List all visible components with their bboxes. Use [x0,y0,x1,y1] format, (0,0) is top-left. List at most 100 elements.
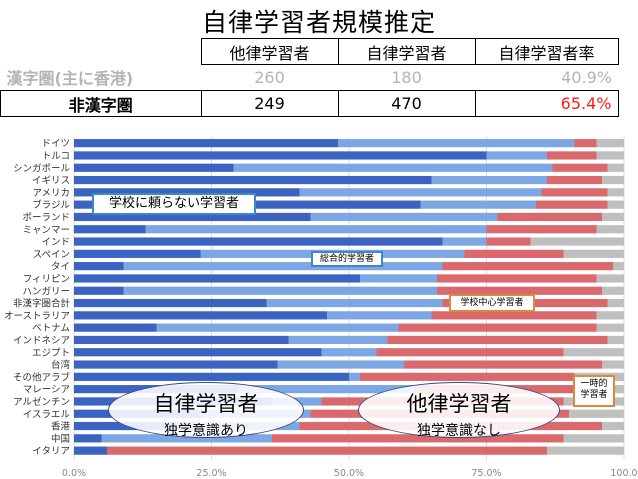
bar-segment [536,200,608,209]
bar-segment [360,372,575,381]
bar-segment [607,385,624,394]
bar-segment [437,286,602,295]
cell-autonomous: 180 [391,68,422,87]
cell-heteronomous: 249 [200,90,339,117]
bar-segment [74,348,322,357]
category-label: 中国 [51,433,70,445]
x-tick-label: 50.0% [334,468,364,479]
bar-segment [74,446,107,455]
bar-segment [486,151,547,160]
annotation-comprehensive: 総合的学習者 [311,251,383,267]
summary-row-kanji: 漢字圏(主に香港) 260 180 40.9% [1,65,619,91]
bar-segment [596,323,624,332]
category-label: アメリカ [32,188,70,199]
category-label: インドネシア [13,335,70,346]
bar-segment [299,188,542,197]
bar-segment [74,311,327,320]
bar-segment [596,151,624,160]
bar-segment [74,323,157,332]
bar-segment [530,237,624,246]
bar-segment [442,262,613,271]
category-label: ベトナム [32,323,70,334]
annotation-temporary: 一時的 学習者 [573,375,615,407]
bar-segment [596,225,624,234]
category-label: オーストラリア [4,311,70,322]
bar-segment [437,274,597,283]
bar-segment [464,249,564,258]
bar-segment [74,360,278,369]
bar-segment [74,188,300,197]
bar-segment [596,274,624,283]
category-label: ハンガリー [22,286,70,297]
bar-segment [602,421,624,431]
category-label: ドイツ [41,139,70,150]
category-label: 非漢字圏合計 [13,298,71,310]
category-label: アルゼンチン [13,396,70,408]
bar-segment [486,225,597,234]
category-label: トルコ [42,151,70,162]
bar-segment [547,151,597,160]
bar-segment [404,360,602,369]
bar-segment [321,348,377,357]
category-label: 香港 [51,421,71,433]
bar-segment [74,212,311,222]
category-label: イスラエル [23,409,71,420]
bar-segment [74,262,124,271]
bar-segment [266,298,443,308]
bar-segment [156,323,399,332]
bar-segment [602,286,624,295]
bar-segment [74,237,443,246]
summary-row-non-kanji: 非漢字圏 249 470 65.4% [0,90,619,117]
bar-segment [74,139,338,148]
annotation-no-school: 学校に頼らない学習者 [92,193,256,215]
bar-segment [272,434,564,443]
category-label: ポーランド [22,212,70,223]
bar-segment [74,274,360,283]
bar-segment [277,360,404,369]
bar-segment [547,446,624,455]
row-label: 漢字圏(主に香港) [6,69,134,89]
bar-segment [107,446,547,455]
heteronomous-subtitle: 独学意識なし [417,423,501,439]
cell-autonomous: 470 [337,90,476,117]
category-label: ブラジル [32,199,70,211]
category-label: ミャンマー [22,225,70,236]
bar-segment [607,335,624,345]
bar-segment [497,212,602,222]
bar-segment [74,298,267,308]
bar-segment [602,175,624,185]
bar-segment [541,188,608,197]
cell-rate: 65.4% [474,90,619,117]
autonomous-subtitle: 独学意識あり [164,423,248,439]
bar-segment [74,434,102,443]
category-label: その他アラブ [13,371,71,383]
category-label: イギリス [32,176,70,187]
bar-segment [420,200,536,209]
bar-segment [596,311,624,320]
bar-segment [74,335,289,345]
bar-segment [376,348,564,357]
heteronomous-ellipse: 他律学習者 独学意識なし [358,382,560,439]
annotation-school-centered: 学校中心学習者 [449,294,535,312]
bar-segment [74,175,432,185]
header-heteronomous: 他律学習者 [200,38,339,65]
bar-segment [607,163,624,172]
x-tick-label: 25.0% [196,468,226,479]
summary-header-row: 他律学習者 自律学習者 自律学習者率 [1,38,619,65]
category-label: シンガポール [13,163,71,174]
category-label: フィリピン [23,274,70,285]
bar-segment [288,335,388,345]
bar-segment [602,212,624,222]
x-tick-label: 75.0% [471,468,501,479]
header-rate: 自律学習者率 [474,38,619,65]
bar-segment [574,139,597,148]
bar-segment [74,286,124,295]
category-label: イタリア [32,446,70,457]
bar-segment [569,409,624,418]
category-label: タイ [51,262,70,273]
autonomous-title: 自律学習者 [153,392,259,416]
x-tick-label: 0.0% [62,468,86,479]
bar-segment [349,372,360,381]
category-label: インド [41,237,70,248]
